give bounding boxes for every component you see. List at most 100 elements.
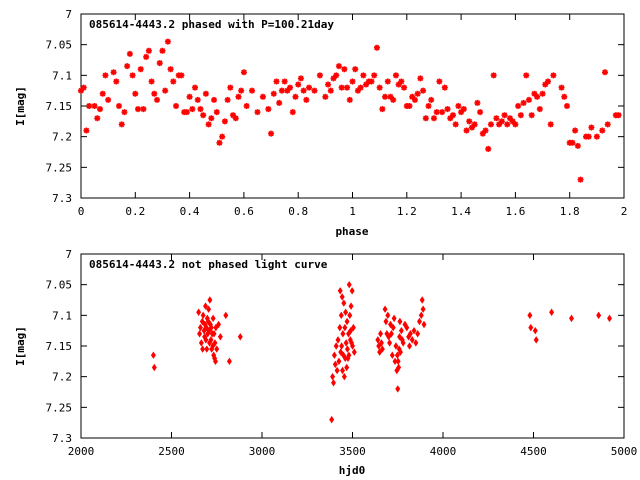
phased-data-point: [384, 78, 391, 85]
phased-x-tick-label: 0.2: [125, 205, 145, 218]
unphased-data-point: [382, 305, 388, 313]
unphased-data-point: [204, 345, 210, 353]
phased-data-point: [205, 121, 212, 128]
unphased-data-point: [416, 317, 422, 326]
unphased-data-point: [390, 323, 396, 332]
unphased-x-tick-label: 4500: [520, 445, 547, 458]
phased-data-point: [409, 93, 416, 100]
unphased-data-point: [151, 363, 157, 372]
unphased-data-point: [348, 326, 354, 335]
unphased-data-point: [336, 357, 342, 366]
unphased-data-point: [395, 385, 401, 393]
phased-data-point: [504, 121, 511, 128]
phased-data-point: [525, 96, 532, 103]
unphased-data-point: [150, 351, 156, 359]
phased-data-point: [477, 109, 484, 116]
phased-data-point: [219, 133, 226, 140]
phased-data-point: [382, 93, 389, 100]
phased-data-point: [449, 112, 456, 119]
phased-data-point: [460, 106, 467, 113]
phased-data-point: [124, 63, 131, 70]
phased-data-point: [561, 93, 568, 100]
phased-data-point: [354, 87, 361, 94]
phased-x-tick-label: 1.2: [397, 205, 417, 218]
unphased-y-axis-label: I[mag]: [14, 326, 27, 366]
phased-data-point: [316, 72, 323, 79]
phased-data-point: [227, 84, 234, 91]
unphased-light-curve-plot: 085614-4443.2 not phased light curve 200…: [14, 248, 637, 477]
phased-data-point: [371, 72, 378, 79]
unphased-data-point: [418, 311, 424, 320]
phased-data-point: [121, 109, 128, 116]
unphased-data-point: [337, 287, 343, 295]
phased-data-point: [479, 130, 486, 137]
phased-data-point: [327, 87, 334, 94]
phased-data-point: [194, 96, 201, 103]
phased-data-point: [330, 75, 337, 82]
unphased-data-point: [378, 330, 384, 338]
phased-data-point: [357, 84, 364, 91]
unphased-data-point: [331, 351, 337, 359]
unphased-data-point: [409, 336, 415, 344]
phased-data-point: [276, 99, 283, 106]
unphased-data-point: [350, 342, 355, 350]
unphased-data-point: [237, 333, 243, 341]
phased-data-point: [501, 112, 508, 119]
phased-data-point: [498, 118, 505, 125]
unphased-data-point: [339, 342, 345, 350]
unphased-data-point: [350, 323, 356, 332]
phased-data-point: [588, 124, 595, 131]
unphased-y-tick-label: 7.25: [46, 401, 73, 414]
phased-data-point: [577, 176, 584, 183]
phased-data-point: [268, 130, 275, 137]
unphased-data-point: [332, 360, 338, 369]
phased-data-point: [289, 109, 296, 116]
phased-data-point: [550, 72, 557, 79]
unphased-data-point: [335, 336, 341, 344]
phased-data-point: [83, 127, 90, 134]
phased-data-point: [547, 121, 554, 128]
phased-data-point: [363, 81, 370, 88]
phased-data-point: [303, 96, 310, 103]
unphased-data-point: [375, 336, 381, 344]
unphased-x-tick-label: 2500: [158, 445, 185, 458]
unphased-data-point: [338, 311, 344, 320]
unphased-data-point: [377, 348, 383, 356]
phased-data-point: [129, 72, 136, 79]
unphased-y-tick-label: 7.3: [52, 432, 72, 445]
phased-x-tick-label: 1.4: [451, 205, 471, 218]
unphased-data-point: [386, 333, 392, 341]
phased-data-point: [493, 115, 500, 122]
unphased-data-point: [214, 345, 220, 353]
phased-data-point: [325, 81, 332, 88]
phased-data-point: [349, 78, 356, 85]
phased-data-point: [539, 90, 546, 97]
unphased-data-point: [208, 336, 214, 344]
phased-data-point: [368, 78, 375, 85]
phased-data-point: [395, 81, 402, 88]
unphased-data-point: [337, 323, 343, 332]
unphased-data-point: [329, 415, 335, 424]
unphased-data-point: [213, 323, 219, 332]
phased-data-point: [425, 103, 432, 109]
unphased-data-point: [203, 336, 209, 344]
phased-data-point: [487, 121, 494, 128]
unphased-y-tick-label: 7.05: [46, 279, 73, 292]
phased-data-point: [162, 87, 169, 94]
phased-data-point: [164, 38, 171, 45]
phased-data-point: [192, 84, 199, 91]
phased-data-point: [444, 106, 451, 113]
unphased-data-point: [596, 311, 602, 320]
unphased-data-point: [344, 363, 350, 372]
phased-axis-ticks: 0 0.2 0.4 0.6 0.8 1 1.2 1.4 1.6 1.8 2 7 7.05 7.1 7.15 7…: [46, 8, 628, 218]
phased-data-point: [458, 109, 465, 116]
unphased-y-tick-label: 7.15: [46, 340, 73, 353]
phased-data-point: [259, 93, 266, 100]
unphased-x-tick-label: 4000: [430, 445, 457, 458]
phased-data-point: [474, 99, 481, 106]
phased-data-point: [485, 145, 492, 152]
phased-data-point: [300, 87, 307, 94]
phased-data-point: [398, 78, 405, 85]
phased-data-point: [306, 84, 313, 91]
